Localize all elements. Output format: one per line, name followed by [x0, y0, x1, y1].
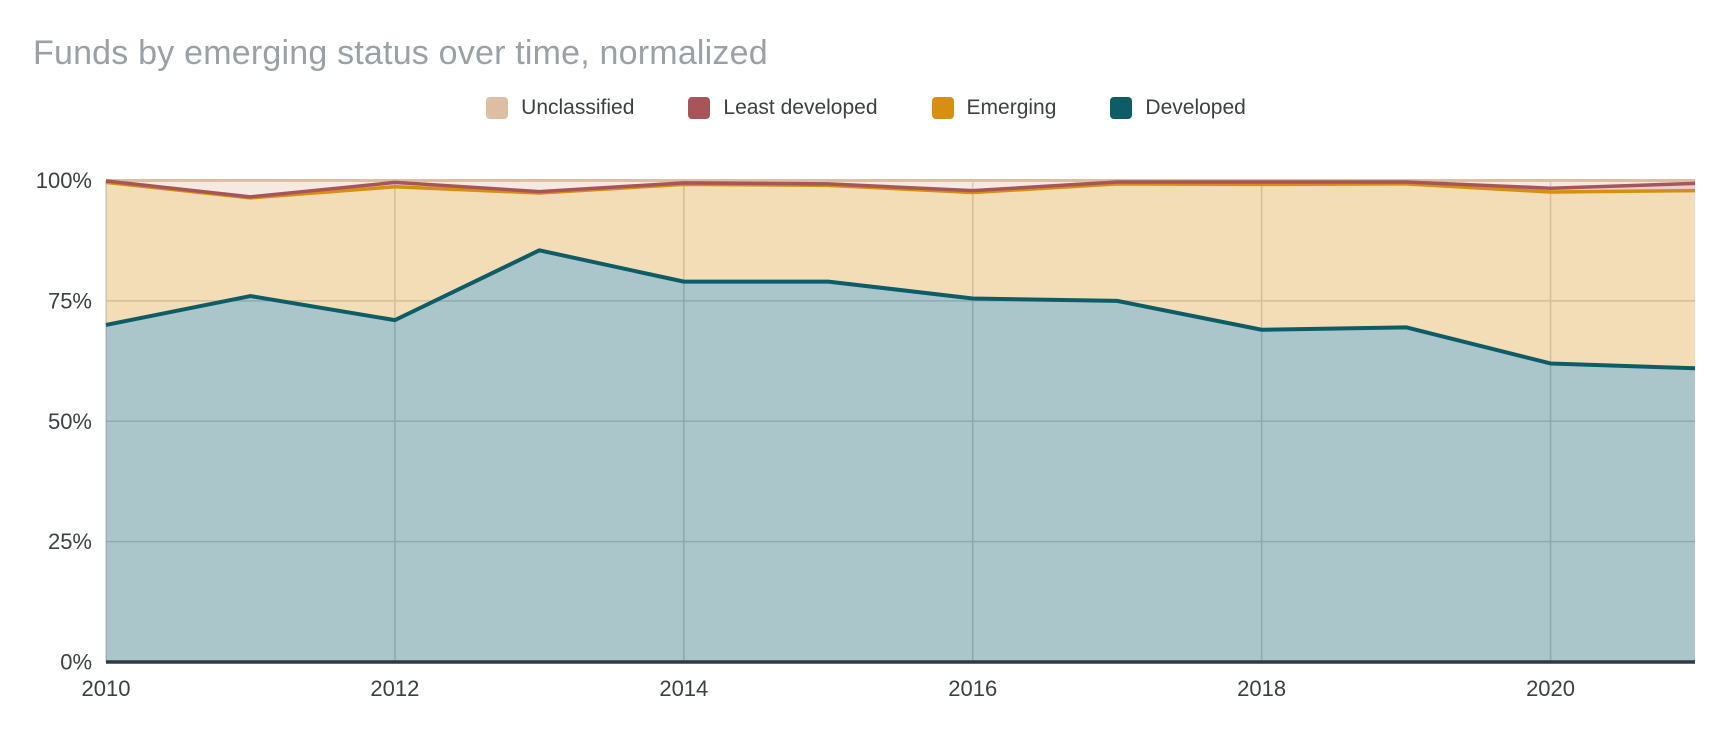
legend-item-emerging: Emerging — [931, 96, 1057, 119]
x-tick-label-2010: 2010 — [82, 676, 131, 701]
x-tick-label-2012: 2012 — [370, 676, 419, 701]
legend-swatch-developed — [1110, 97, 1133, 119]
y-tick-label-75: 75% — [48, 288, 92, 313]
series-area-developed — [106, 250, 1695, 662]
x-tick-label-2014: 2014 — [659, 676, 708, 701]
series-area-emerging — [106, 182, 1695, 369]
legend-item-unclassified: Unclassified — [486, 97, 634, 119]
y-tick-label-100: 100% — [36, 168, 92, 193]
legend-label: Emerging — [966, 96, 1057, 119]
series-line-developed — [105, 248, 1696, 371]
x-tick-label-2018: 2018 — [1237, 676, 1286, 701]
legend-swatch-unclassified — [486, 97, 509, 119]
chart-title: Funds by emerging status over time, norm… — [33, 34, 768, 72]
legend-item-developed: Developed — [1110, 96, 1246, 119]
legend-swatch-least-developed — [688, 97, 711, 119]
legend-label: Least developed — [723, 96, 878, 119]
legend: Unclassified Least developed Emerging Devel… — [0, 97, 1732, 119]
legend-label: Unclassified — [521, 96, 635, 119]
y-tick-label-25: 25% — [48, 529, 92, 554]
legend-swatch-emerging — [931, 97, 954, 119]
y-tick-label-50: 50% — [48, 409, 92, 434]
legend-label: Developed — [1145, 96, 1246, 119]
series-line-least-developed — [105, 179, 1696, 199]
series-area-unclassified — [106, 180, 1695, 197]
legend-item-least-developed: Least developed — [688, 96, 878, 119]
x-tick-label-2020: 2020 — [1526, 676, 1575, 701]
y-tick-label-0: 0% — [60, 650, 92, 675]
x-tick-label-2016: 2016 — [948, 676, 997, 701]
